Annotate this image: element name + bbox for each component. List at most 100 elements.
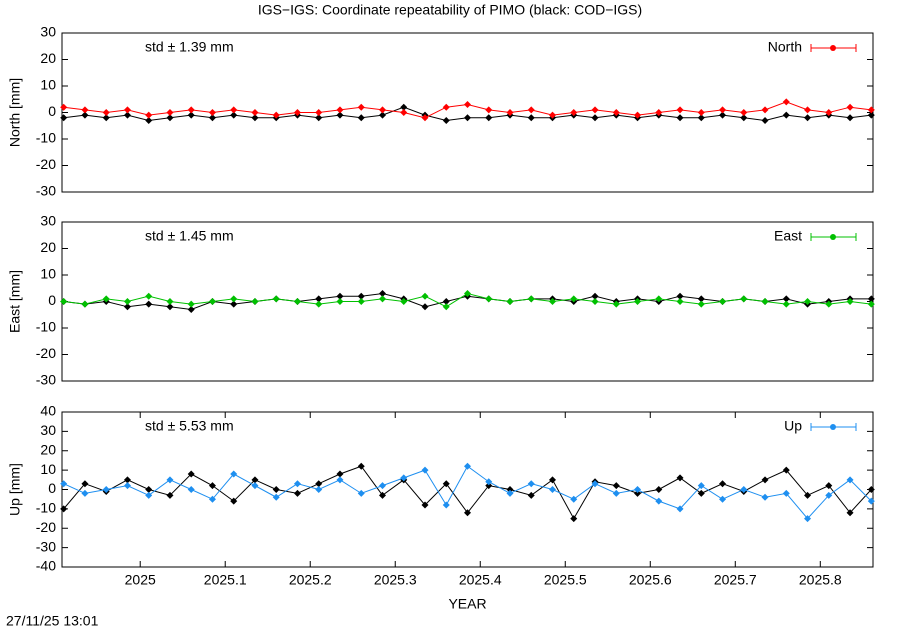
- y-tick-label: 40: [40, 403, 56, 419]
- data-point: [336, 106, 344, 114]
- data-point: [102, 486, 110, 493]
- y-tick-label: -20: [36, 519, 56, 535]
- data-point: [251, 482, 259, 490]
- data-point: [549, 476, 557, 484]
- data-point: [187, 300, 195, 308]
- x-axis-label: YEAR: [448, 596, 486, 612]
- data-point: [846, 114, 854, 122]
- data-point: [740, 486, 748, 493]
- data-point: [293, 480, 301, 488]
- data-point: [230, 470, 238, 478]
- data-point: [60, 103, 68, 111]
- data-point: [527, 480, 535, 488]
- legend-swatch: [830, 234, 836, 240]
- data-point: [697, 489, 705, 497]
- data-point: [676, 298, 684, 305]
- annotation: std ± 1.45 mm: [145, 228, 234, 244]
- data-point: [527, 295, 535, 303]
- data-point: [846, 509, 854, 517]
- data-point: [676, 292, 684, 300]
- data-point: [230, 106, 238, 114]
- data-point: [591, 106, 599, 114]
- data-point: [464, 509, 471, 517]
- data-point: [378, 482, 386, 490]
- data-point: [166, 476, 174, 484]
- data-point: [145, 116, 153, 124]
- data-point: [123, 476, 131, 484]
- data-point: [357, 462, 365, 470]
- data-point: [612, 489, 620, 497]
- data-point: [272, 493, 280, 501]
- data-point: [506, 298, 514, 305]
- plot-frame: [61, 411, 874, 568]
- data-point: [697, 109, 705, 116]
- data-point: [293, 489, 301, 497]
- data-point: [378, 106, 386, 114]
- legend-swatch: [830, 424, 836, 430]
- data-point: [421, 292, 429, 300]
- data-point: [251, 109, 259, 116]
- data-point: [464, 101, 471, 109]
- data-point: [655, 497, 663, 505]
- y-tick-label: 0: [48, 103, 56, 119]
- data-point: [378, 111, 386, 119]
- data-point: [506, 489, 514, 497]
- data-point: [867, 111, 875, 119]
- data-point: [612, 300, 620, 308]
- data-point: [166, 298, 174, 305]
- y-tick-label: 20: [40, 50, 56, 66]
- data-point: [187, 470, 195, 478]
- data-point: [208, 109, 216, 116]
- y-tick-label: -30: [36, 538, 56, 554]
- data-point: [761, 298, 769, 305]
- data-point: [549, 111, 557, 119]
- data-point: [527, 491, 535, 499]
- data-point: [187, 106, 195, 114]
- y-tick-label: 30: [40, 213, 56, 229]
- data-point: [464, 290, 471, 298]
- data-point: [400, 103, 408, 111]
- data-point: [761, 493, 769, 501]
- y-tick-label: 30: [40, 422, 56, 438]
- data-point: [782, 300, 790, 308]
- data-point: [336, 470, 344, 478]
- data-point: [208, 114, 216, 122]
- data-point: [81, 489, 89, 497]
- data-point: [60, 505, 68, 513]
- data-point: [570, 495, 578, 503]
- data-point: [719, 495, 727, 503]
- data-point: [357, 298, 365, 305]
- data-point: [102, 114, 110, 122]
- data-point: [145, 300, 153, 308]
- data-point: [145, 486, 153, 493]
- data-point: [782, 111, 790, 119]
- data-point: [676, 474, 684, 482]
- y-tick-label: -10: [36, 319, 56, 335]
- data-point: [655, 295, 663, 303]
- data-point: [591, 298, 599, 305]
- data-point: [782, 489, 790, 497]
- data-point: [81, 106, 89, 114]
- data-point: [336, 298, 344, 305]
- x-tick-label: 2025.5: [544, 572, 587, 588]
- data-point: [527, 106, 535, 114]
- y-tick-label: -30: [36, 183, 56, 199]
- data-point: [697, 114, 705, 122]
- y-tick-label: -10: [36, 500, 56, 516]
- data-point: [634, 111, 642, 119]
- data-point: [123, 298, 131, 305]
- data-point: [81, 111, 89, 119]
- data-point: [527, 114, 535, 122]
- data-point: [378, 295, 386, 303]
- data-point: [825, 109, 833, 116]
- data-point: [782, 98, 790, 106]
- data-point: [145, 491, 153, 499]
- data-point: [506, 486, 514, 493]
- data-point: [570, 109, 578, 116]
- data-point: [804, 114, 812, 122]
- data-point: [867, 295, 875, 303]
- y-tick-label: -10: [36, 130, 56, 146]
- data-point: [442, 103, 450, 111]
- data-point: [442, 480, 450, 488]
